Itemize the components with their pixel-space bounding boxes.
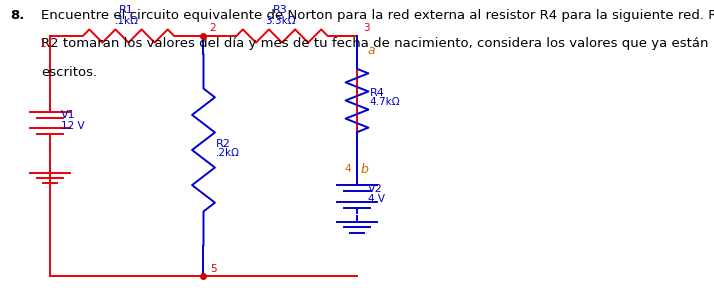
Text: R3: R3 bbox=[273, 5, 288, 15]
Text: 4.7kΩ: 4.7kΩ bbox=[370, 97, 401, 107]
Text: 4 V: 4 V bbox=[368, 194, 385, 205]
Text: .1kΩ: .1kΩ bbox=[115, 16, 139, 26]
Text: 5: 5 bbox=[211, 265, 217, 275]
Text: escritos.: escritos. bbox=[41, 66, 98, 79]
Text: 3.3kΩ: 3.3kΩ bbox=[265, 16, 296, 26]
Text: .2kΩ: .2kΩ bbox=[216, 148, 241, 158]
Text: 2: 2 bbox=[209, 23, 216, 33]
Text: Encuentre el circuito equivalente de Norton para la red externa al resistor R4 p: Encuentre el circuito equivalente de Nor… bbox=[41, 9, 714, 22]
Text: 12 V: 12 V bbox=[61, 121, 84, 131]
Text: 3: 3 bbox=[363, 23, 369, 33]
Text: 8.: 8. bbox=[11, 9, 25, 22]
Text: 4: 4 bbox=[345, 164, 351, 175]
Text: V1: V1 bbox=[61, 110, 75, 121]
Text: b: b bbox=[361, 163, 368, 176]
Text: R1: R1 bbox=[119, 5, 134, 15]
Text: 1: 1 bbox=[40, 39, 46, 49]
Text: R2 tomaran los valores del día y mes de tu fecha de nacimiento, considera los va: R2 tomaran los valores del día y mes de … bbox=[41, 38, 709, 50]
Text: a: a bbox=[368, 44, 376, 58]
Text: V2: V2 bbox=[368, 184, 383, 194]
Text: R2: R2 bbox=[216, 139, 231, 149]
Text: R4: R4 bbox=[370, 88, 385, 98]
